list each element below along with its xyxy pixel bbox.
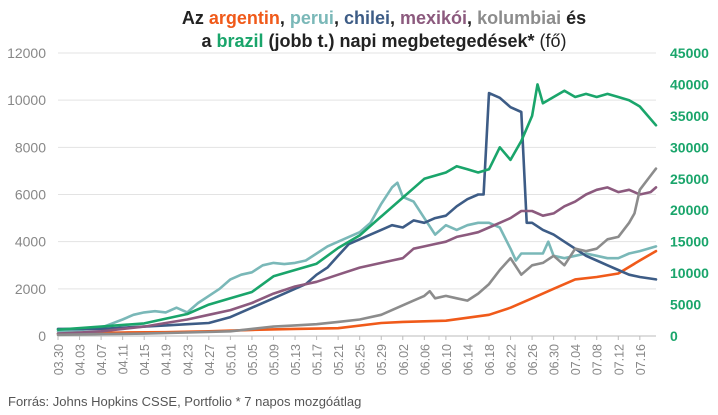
x-tick-label: 05.09 <box>267 344 281 375</box>
right-y-tick-label: 45000 <box>670 45 709 61</box>
left-y-tick-label: 8000 <box>15 139 46 155</box>
left-y-tick-label: 12000 <box>7 45 46 61</box>
right-y-tick-label: 35000 <box>670 108 709 124</box>
title-run: (jobb t.) napi megbetegedések* <box>263 31 534 51</box>
series-line-kolumbiai <box>56 167 658 337</box>
x-tick-label: 07.12 <box>612 344 626 375</box>
right-y-tick-label: 40000 <box>670 76 709 92</box>
title-run: mexikói <box>400 8 467 28</box>
right-y-axis: 0 5000 10000 15000 20000 25000 30000 35000 40000… <box>670 45 709 344</box>
right-y-tick-label: 30000 <box>670 139 709 155</box>
title-run: perui <box>290 8 334 28</box>
left-y-tick-label: 0 <box>38 328 46 344</box>
x-tick-label: 05.29 <box>375 344 389 375</box>
gridlines <box>58 52 656 337</box>
title-run: kolumbiai <box>477 8 561 28</box>
title-run: , <box>390 8 400 28</box>
x-tick-label: 05.01 <box>224 344 238 375</box>
right-y-tick-label: 10000 <box>670 265 709 281</box>
x-tick-label: 06.26 <box>526 344 540 375</box>
left-y-axis: 0 2000 4000 6000 8000 10000 12000 <box>7 45 46 344</box>
x-tick-label: 04.03 <box>74 344 88 375</box>
x-tick-label: 06.10 <box>440 344 454 375</box>
x-tick-label: 04.23 <box>181 344 195 375</box>
x-tick-label: 07.08 <box>591 344 605 375</box>
title-run: , <box>334 8 344 28</box>
series-line-brazil <box>56 83 658 332</box>
x-tick-label: 04.15 <box>138 344 152 375</box>
right-y-tick-label: 15000 <box>670 234 709 250</box>
left-y-tick-label: 2000 <box>15 281 46 297</box>
x-tick-label: 03.30 <box>52 344 66 375</box>
chart-title-line1: Az argentin, perui, chilei, mexikói, kol… <box>182 8 586 28</box>
title-run: Az <box>182 8 209 28</box>
title-run: (fő) <box>535 31 567 51</box>
x-tick-label: 06.14 <box>461 344 475 375</box>
x-tick-label: 06.06 <box>418 344 432 375</box>
series-line-mexikoi <box>56 186 658 335</box>
x-tick-label: 05.25 <box>354 344 368 375</box>
x-tick-label: 06.18 <box>483 344 497 375</box>
series-lines <box>56 83 658 337</box>
title-run: és <box>561 8 586 28</box>
title-run: brazil <box>216 31 263 51</box>
x-tick-label: 07.16 <box>634 344 648 375</box>
right-y-tick-label: 25000 <box>670 171 709 187</box>
left-y-tick-label: 10000 <box>7 92 46 108</box>
right-y-tick-label: 5000 <box>670 297 701 313</box>
right-y-tick-label: 20000 <box>670 202 709 218</box>
left-y-tick-label: 4000 <box>15 234 46 250</box>
right-y-tick-label: 0 <box>670 328 678 344</box>
x-tick-label: 06.30 <box>548 344 562 375</box>
x-tick-label: 05.21 <box>332 344 346 375</box>
x-tick-label: 07.04 <box>569 344 583 375</box>
title-run: chilei <box>344 8 390 28</box>
chart-title-line2: a brazil (jobb t.) napi megbetegedések* … <box>201 31 566 51</box>
x-tick-label: 04.19 <box>160 344 174 375</box>
x-tick-label: 05.17 <box>311 344 325 375</box>
x-tick-label: 06.22 <box>505 344 519 375</box>
x-tick-label: 05.13 <box>289 344 303 375</box>
left-y-tick-label: 6000 <box>15 187 46 203</box>
x-tick-label: 04.07 <box>95 344 109 375</box>
x-tick-label: 05.05 <box>246 344 260 375</box>
series-line-perui <box>56 181 658 333</box>
chart-footer-source: Forrás: Johns Hopkins CSSE, Portfolio * … <box>8 394 362 409</box>
title-run: , <box>467 8 477 28</box>
x-axis: 03.30 04.03 04.07 04.11 04.15 04.19 04.23 04.27… <box>52 335 656 375</box>
x-tick-label: 06.02 <box>397 344 411 375</box>
x-tick-label: 04.27 <box>203 344 217 375</box>
series-line-chilei <box>56 91 658 331</box>
x-tick-label: 04.11 <box>117 344 131 374</box>
title-run: argentin <box>209 8 280 28</box>
title-run: , <box>280 8 290 28</box>
title-run: a <box>201 31 216 51</box>
